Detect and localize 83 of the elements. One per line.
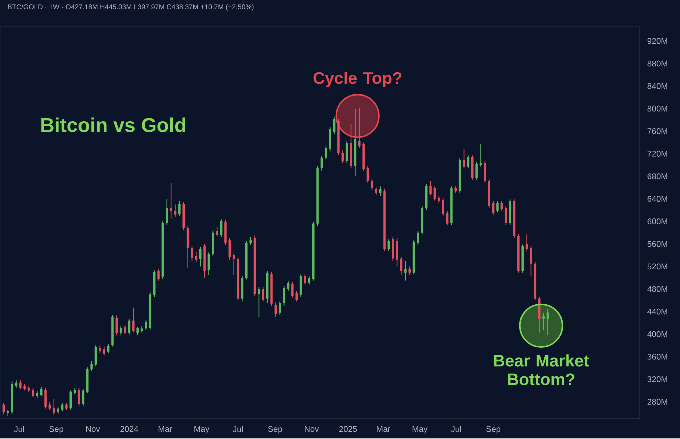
x-tick-label: Mar: [158, 426, 172, 432]
candlestick: [430, 180, 432, 196]
x-tick-label: Jul: [14, 426, 24, 432]
candlestick: [546, 308, 550, 336]
y-tick-label: 320M: [648, 376, 668, 382]
x-tick-label: May: [194, 426, 210, 434]
y-tick-label: 840M: [648, 83, 668, 90]
x-tick-label: Sep: [50, 426, 64, 434]
y-tick-label: 400M: [648, 332, 668, 338]
candlestick: [442, 198, 444, 216]
candlestick: [32, 388, 34, 398]
candlestick: [476, 162, 478, 180]
candlestick: [199, 246, 202, 268]
candlestick: [509, 199, 512, 226]
candlestick: [53, 398, 56, 416]
candlestick: [258, 287, 260, 318]
candlestick: [103, 346, 106, 356]
x-tick-label: 2024: [120, 426, 138, 432]
candlestick: [350, 124, 352, 169]
candlestick: [371, 179, 374, 191]
candlestick: [145, 320, 148, 331]
candlestick: [463, 149, 466, 170]
x-tick-label: Sep: [486, 426, 501, 434]
candlestick: [107, 344, 110, 354]
candlestick: [90, 361, 93, 372]
candlestick: [20, 380, 22, 390]
candlestick: [392, 237, 394, 262]
candlestick: [496, 201, 499, 214]
candlestick: [191, 246, 194, 262]
candlestick: [304, 274, 306, 286]
x-tick-label: May: [412, 426, 428, 434]
x-tick-label: Jul: [233, 426, 243, 432]
annotation: Cycle Top?: [314, 72, 402, 88]
candlestick: [216, 226, 218, 237]
candlestick: [178, 201, 181, 216]
candlestick: [530, 246, 532, 277]
candlestick: [86, 367, 89, 394]
annotation: Bear Market Bottom?: [494, 354, 590, 386]
candlestick: [283, 286, 286, 307]
candlestick: [396, 238, 398, 268]
y-tick-label: 640M: [648, 196, 668, 202]
candlestick: [471, 155, 474, 180]
x-tick-label: Jul: [451, 426, 462, 432]
y-tick-label: 920M: [648, 38, 668, 44]
candlestick: [417, 230, 420, 246]
candlestick: [124, 325, 126, 335]
y-tick-label: 600M: [648, 218, 668, 225]
candlestick: [82, 388, 85, 406]
y-tick-label: 720M: [648, 151, 668, 157]
candlestick: [166, 198, 168, 226]
candlestick: [404, 260, 407, 282]
x-tick-label: Nov: [305, 426, 320, 432]
candlestick: [484, 160, 486, 184]
candlestick: [132, 308, 135, 334]
candlestick: [278, 301, 282, 316]
y-tick-label: 560M: [648, 241, 668, 248]
candlestick: [44, 388, 47, 410]
candlestick: [287, 281, 290, 292]
y-tick-label: 880M: [648, 60, 668, 67]
y-tick-label: 440M: [648, 308, 668, 315]
candlestick: [158, 269, 160, 282]
candlestick: [504, 206, 508, 226]
y-tick-label: 280M: [648, 399, 668, 406]
y-tick-label: 360M: [648, 354, 668, 360]
candlestick: [174, 204, 177, 218]
y-tick-label: 480M: [648, 286, 668, 292]
candlestick: [224, 220, 227, 246]
candlestick: [446, 211, 449, 226]
x-tick-label: 2025: [340, 426, 358, 432]
x-tick-label: Sep: [268, 426, 282, 434]
candlestick: [542, 313, 545, 331]
y-tick-label: 760M: [648, 128, 668, 134]
candlestick: [70, 390, 72, 410]
candlestick: [170, 182, 172, 220]
y-tick-label: 800M: [648, 106, 668, 112]
candlestick: [212, 230, 214, 258]
y-tick-label: 680M: [648, 174, 668, 180]
candlestick: [78, 388, 80, 406]
x-tick-label: Mar: [377, 426, 391, 432]
text: Bitcoin vs Gold: [42, 118, 186, 132]
candlestick: [292, 282, 294, 298]
x-tick-label: Nov: [86, 426, 100, 432]
y-tick-label: 520M: [648, 264, 668, 270]
